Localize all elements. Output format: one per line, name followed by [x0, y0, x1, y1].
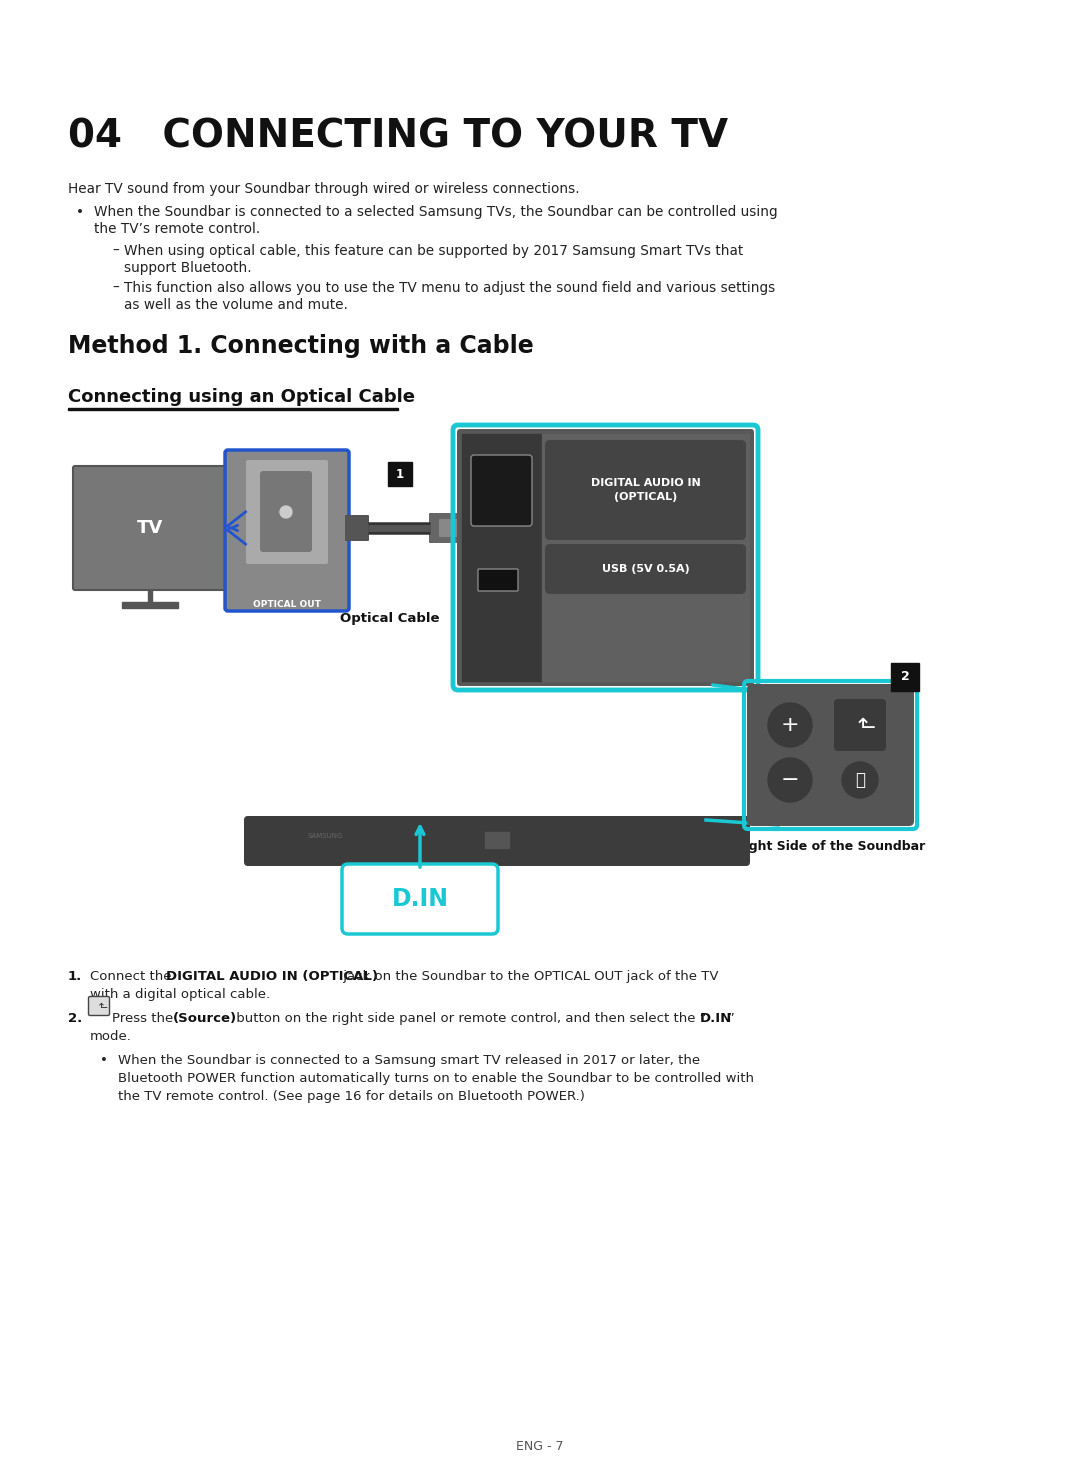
Text: DIGITAL AUDIO IN
(OPTICAL): DIGITAL AUDIO IN (OPTICAL) [591, 478, 700, 501]
Bar [485, 833, 509, 847]
Text: ↲: ↲ [850, 716, 870, 734]
Text: Right Side of the Soundbar: Right Side of the Soundbar [735, 840, 926, 853]
Text: jack on the Soundbar to the OPTICAL OUT jack of the TV: jack on the Soundbar to the OPTICAL OUT … [339, 970, 718, 984]
FancyBboxPatch shape [260, 470, 312, 552]
Text: the TV remote control. (See page 16 for details on Bluetooth POWER.): the TV remote control. (See page 16 for … [118, 1090, 585, 1103]
FancyBboxPatch shape [244, 816, 750, 867]
FancyBboxPatch shape [457, 429, 754, 686]
Bar [388, 461, 411, 487]
Text: Connecting using an Optical Cable: Connecting using an Optical Cable [68, 387, 415, 407]
FancyBboxPatch shape [342, 864, 498, 935]
Text: Optical Cable: Optical Cable [340, 612, 440, 626]
FancyBboxPatch shape [747, 683, 914, 825]
Text: –: – [112, 281, 119, 294]
FancyBboxPatch shape [225, 450, 349, 611]
FancyBboxPatch shape [834, 700, 886, 751]
Bar [891, 663, 919, 691]
Text: This function also allows you to use the TV menu to adjust the sound field and v: This function also allows you to use the… [124, 281, 775, 294]
Text: ↲: ↲ [94, 1001, 104, 1010]
Text: TV: TV [137, 519, 163, 537]
Bar [542, 433, 750, 680]
Text: OPTICAL OUT: OPTICAL OUT [253, 600, 321, 609]
Text: ENG - 7: ENG - 7 [516, 1441, 564, 1452]
FancyBboxPatch shape [545, 544, 746, 595]
FancyBboxPatch shape [89, 997, 109, 1016]
Text: 1: 1 [396, 467, 404, 481]
Circle shape [280, 506, 292, 518]
Text: button on the right side panel or remote control, and then select the “: button on the right side panel or remote… [232, 1012, 706, 1025]
Text: ⏻: ⏻ [855, 771, 865, 788]
Text: as well as the volume and mute.: as well as the volume and mute. [124, 297, 348, 312]
Text: SAMSUNG: SAMSUNG [308, 833, 343, 839]
FancyBboxPatch shape [545, 439, 746, 540]
Bar [148, 590, 152, 603]
Text: ”: ” [728, 1012, 734, 1025]
Text: Connect the: Connect the [90, 970, 176, 984]
Text: with a digital optical cable.: with a digital optical cable. [90, 988, 270, 1001]
Circle shape [842, 762, 878, 799]
Text: DIGITAL AUDIO IN (OPTICAL): DIGITAL AUDIO IN (OPTICAL) [166, 970, 378, 984]
Text: Press the: Press the [112, 1012, 173, 1025]
Text: USB (5V 0.5A): USB (5V 0.5A) [602, 563, 689, 574]
Text: Method 1. Connecting with a Cable: Method 1. Connecting with a Cable [68, 334, 534, 358]
Circle shape [768, 759, 812, 802]
Text: mode.: mode. [90, 1029, 132, 1043]
Bar [462, 433, 542, 680]
Text: 04   CONNECTING TO YOUR TV: 04 CONNECTING TO YOUR TV [68, 118, 728, 155]
Circle shape [768, 703, 812, 747]
FancyBboxPatch shape [429, 513, 459, 543]
FancyBboxPatch shape [246, 460, 328, 563]
Text: +: + [781, 714, 799, 735]
Text: −: − [781, 771, 799, 790]
Text: When the Soundbar is connected to a selected Samsung TVs, the Soundbar can be co: When the Soundbar is connected to a sele… [94, 206, 778, 219]
FancyBboxPatch shape [471, 456, 532, 527]
Text: •: • [100, 1055, 108, 1066]
Text: –: – [112, 244, 119, 257]
FancyBboxPatch shape [73, 466, 227, 590]
Text: 1.: 1. [68, 970, 82, 984]
Text: When using optical cable, this feature can be supported by 2017 Samsung Smart TV: When using optical cable, this feature c… [124, 244, 743, 257]
FancyBboxPatch shape [438, 519, 465, 537]
Text: 2.: 2. [68, 1012, 82, 1025]
Text: (Source): (Source) [173, 1012, 238, 1025]
Bar [68, 408, 399, 410]
Text: •: • [76, 206, 84, 219]
FancyBboxPatch shape [478, 569, 518, 592]
Text: Bottom of the Soundbar: Bottom of the Soundbar [538, 435, 698, 448]
Text: 2: 2 [901, 670, 909, 683]
Text: Hear TV sound from your Soundbar through wired or wireless connections.: Hear TV sound from your Soundbar through… [68, 182, 580, 197]
Text: When the Soundbar is connected to a Samsung smart TV released in 2017 or later, : When the Soundbar is connected to a Sams… [118, 1055, 700, 1066]
Text: D.IN: D.IN [391, 887, 448, 911]
FancyBboxPatch shape [345, 515, 369, 541]
Text: Bluetooth POWER function automatically turns on to enable the Soundbar to be con: Bluetooth POWER function automatically t… [118, 1072, 754, 1086]
Text: support Bluetooth.: support Bluetooth. [124, 260, 252, 275]
Bar [122, 602, 178, 608]
Text: the TV’s remote control.: the TV’s remote control. [94, 222, 260, 237]
Text: D.IN: D.IN [700, 1012, 732, 1025]
